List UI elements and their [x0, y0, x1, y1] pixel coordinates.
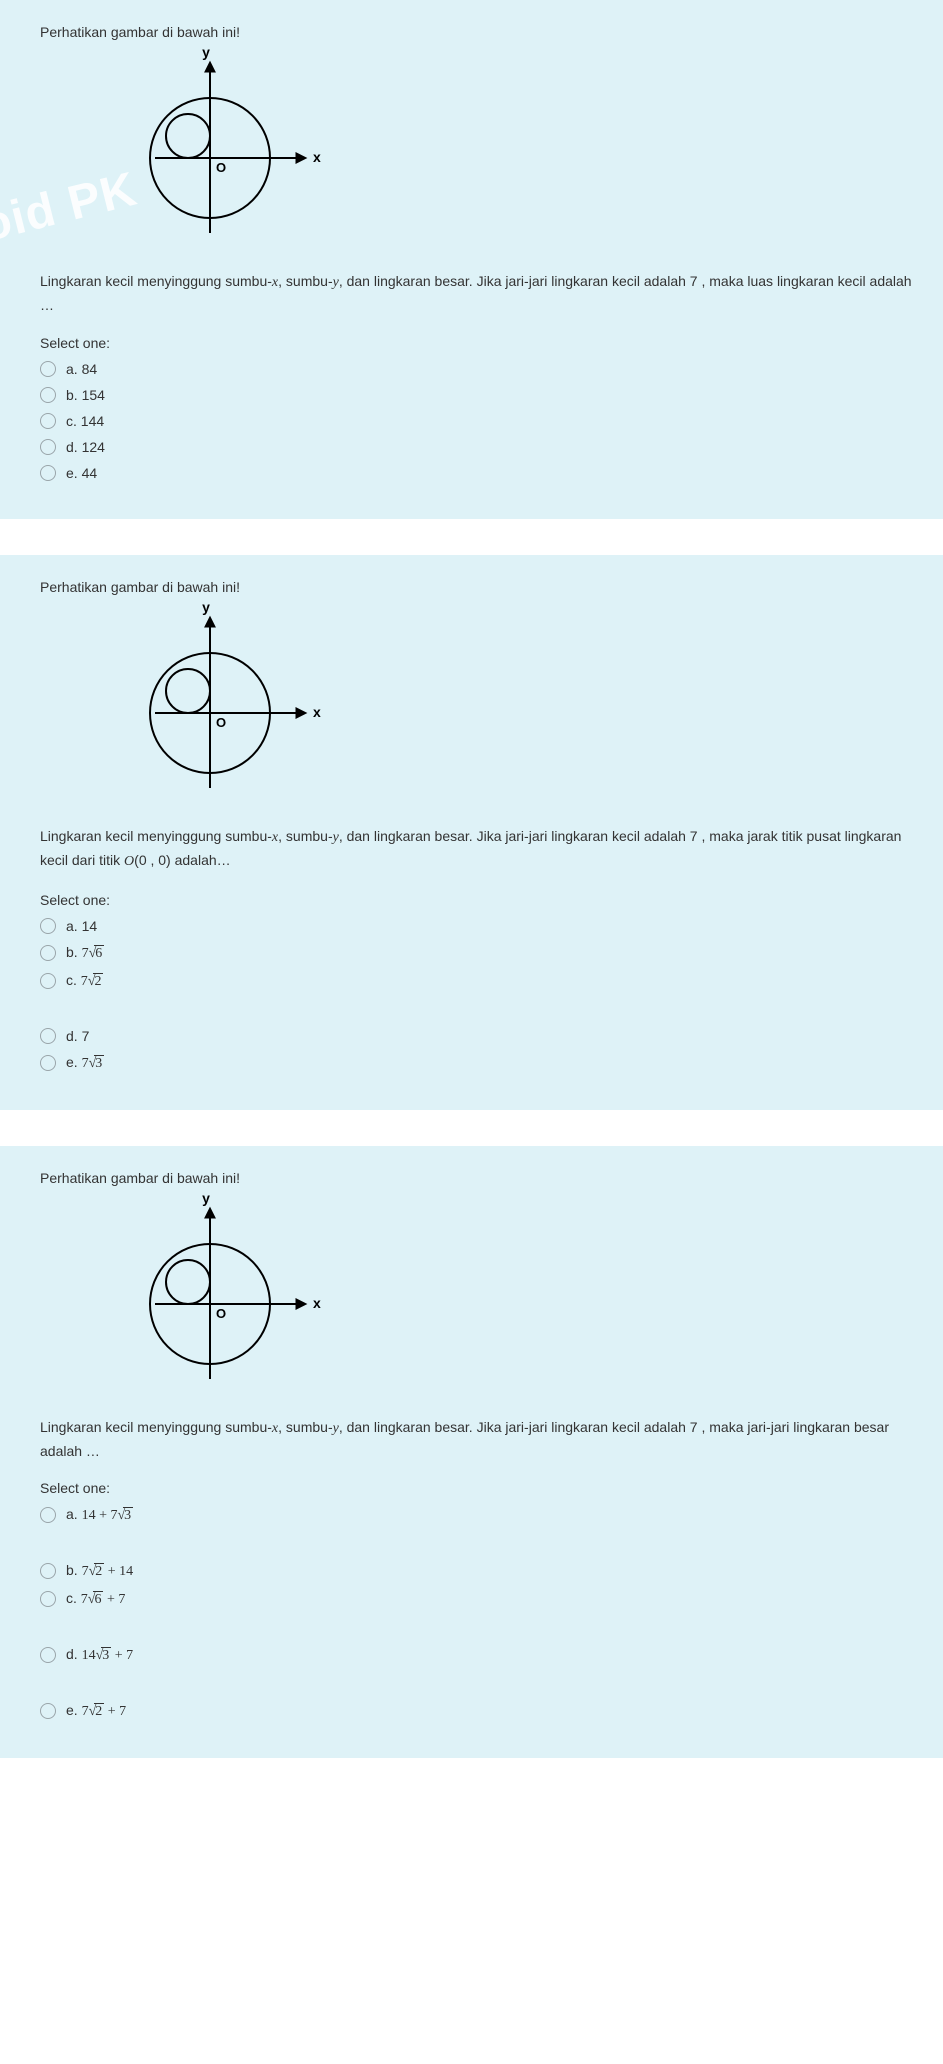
select-one-label: Select one:	[40, 1480, 915, 1496]
question-prompt: Perhatikan gambar di bawah ini!	[40, 1170, 915, 1186]
option-row-e[interactable]: e. 7√2 + 7	[40, 1702, 915, 1720]
option-row-b[interactable]: b. 7√6	[40, 944, 915, 962]
option-label: a. 84	[66, 361, 97, 377]
diagram-container: x y O	[100, 603, 915, 813]
radio-icon[interactable]	[40, 973, 56, 989]
svg-text:x: x	[313, 149, 321, 165]
svg-text:O: O	[216, 160, 226, 175]
option-row-a[interactable]: a. 84	[40, 361, 915, 377]
option-label: b. 154	[66, 387, 105, 403]
radio-icon[interactable]	[40, 439, 56, 455]
option-row-a[interactable]: a. 14	[40, 918, 915, 934]
circle-diagram: x y O	[100, 1194, 340, 1404]
svg-text:y: y	[202, 1194, 210, 1206]
svg-text:O: O	[216, 715, 226, 730]
radio-icon[interactable]	[40, 1563, 56, 1579]
option-label: d. 124	[66, 439, 105, 455]
option-label: b. 7√6	[66, 944, 104, 962]
radio-icon[interactable]	[40, 918, 56, 934]
option-row-c[interactable]: c. 7√6 + 7	[40, 1590, 915, 1608]
select-one-label: Select one:	[40, 335, 915, 351]
option-label: c. 7√2	[66, 972, 103, 990]
radio-icon[interactable]	[40, 1507, 56, 1523]
option-row-c[interactable]: c. 144	[40, 413, 915, 429]
option-row-b[interactable]: b. 154	[40, 387, 915, 403]
option-row-c[interactable]: c. 7√2	[40, 972, 915, 990]
radio-icon[interactable]	[40, 1028, 56, 1044]
radio-icon[interactable]	[40, 361, 56, 377]
option-label: e. 7√2 + 7	[66, 1702, 126, 1720]
select-one-label: Select one:	[40, 892, 915, 908]
option-label: c. 144	[66, 413, 104, 429]
radio-icon[interactable]	[40, 1055, 56, 1071]
radio-icon[interactable]	[40, 945, 56, 961]
radio-icon[interactable]	[40, 1703, 56, 1719]
option-row-d[interactable]: d. 124	[40, 439, 915, 455]
diagram-container: x y O	[100, 1194, 915, 1404]
radio-icon[interactable]	[40, 413, 56, 429]
option-row-a[interactable]: a. 14 + 7√3	[40, 1506, 915, 1524]
option-label: c. 7√6 + 7	[66, 1590, 125, 1608]
question-card: Perhatikan gambar di bawah ini! x y O Li…	[0, 1146, 943, 1759]
svg-text:O: O	[216, 1306, 226, 1321]
question-text: Lingkaran kecil menyinggung sumbu-x, sum…	[40, 1416, 915, 1463]
question-text: Lingkaran kecil menyinggung sumbu-x, sum…	[40, 270, 915, 317]
question-text: Lingkaran kecil menyinggung sumbu-x, sum…	[40, 825, 915, 874]
diagram-container: x y O	[100, 48, 915, 258]
radio-icon[interactable]	[40, 387, 56, 403]
radio-icon[interactable]	[40, 1647, 56, 1663]
option-label: b. 7√2 + 14	[66, 1562, 133, 1580]
option-gap	[40, 1618, 915, 1636]
option-row-d[interactable]: d. 7	[40, 1028, 915, 1044]
svg-text:y: y	[202, 603, 210, 615]
option-label: a. 14	[66, 918, 97, 934]
svg-text:y: y	[202, 48, 210, 60]
circle-diagram: x y O	[100, 603, 340, 813]
option-row-e[interactable]: e. 7√3	[40, 1054, 915, 1072]
radio-icon[interactable]	[40, 1591, 56, 1607]
option-gap	[40, 1534, 915, 1552]
option-gap	[40, 1674, 915, 1692]
question-prompt: Perhatikan gambar di bawah ini!	[40, 24, 915, 40]
option-row-b[interactable]: b. 7√2 + 14	[40, 1562, 915, 1580]
question-card: oid PKPerhatikan gambar di bawah ini! x …	[0, 0, 943, 519]
svg-text:x: x	[313, 704, 321, 720]
question-prompt: Perhatikan gambar di bawah ini!	[40, 579, 915, 595]
option-label: e. 7√3	[66, 1054, 104, 1072]
svg-text:x: x	[313, 1295, 321, 1311]
option-label: d. 14√3 + 7	[66, 1646, 133, 1664]
radio-icon[interactable]	[40, 465, 56, 481]
option-gap	[40, 1000, 915, 1018]
option-label: e. 44	[66, 465, 97, 481]
option-label: d. 7	[66, 1028, 89, 1044]
question-card: Perhatikan gambar di bawah ini! x y O Li…	[0, 555, 943, 1110]
circle-diagram: x y O	[100, 48, 340, 258]
option-label: a. 14 + 7√3	[66, 1506, 133, 1524]
option-row-d[interactable]: d. 14√3 + 7	[40, 1646, 915, 1664]
option-row-e[interactable]: e. 44	[40, 465, 915, 481]
